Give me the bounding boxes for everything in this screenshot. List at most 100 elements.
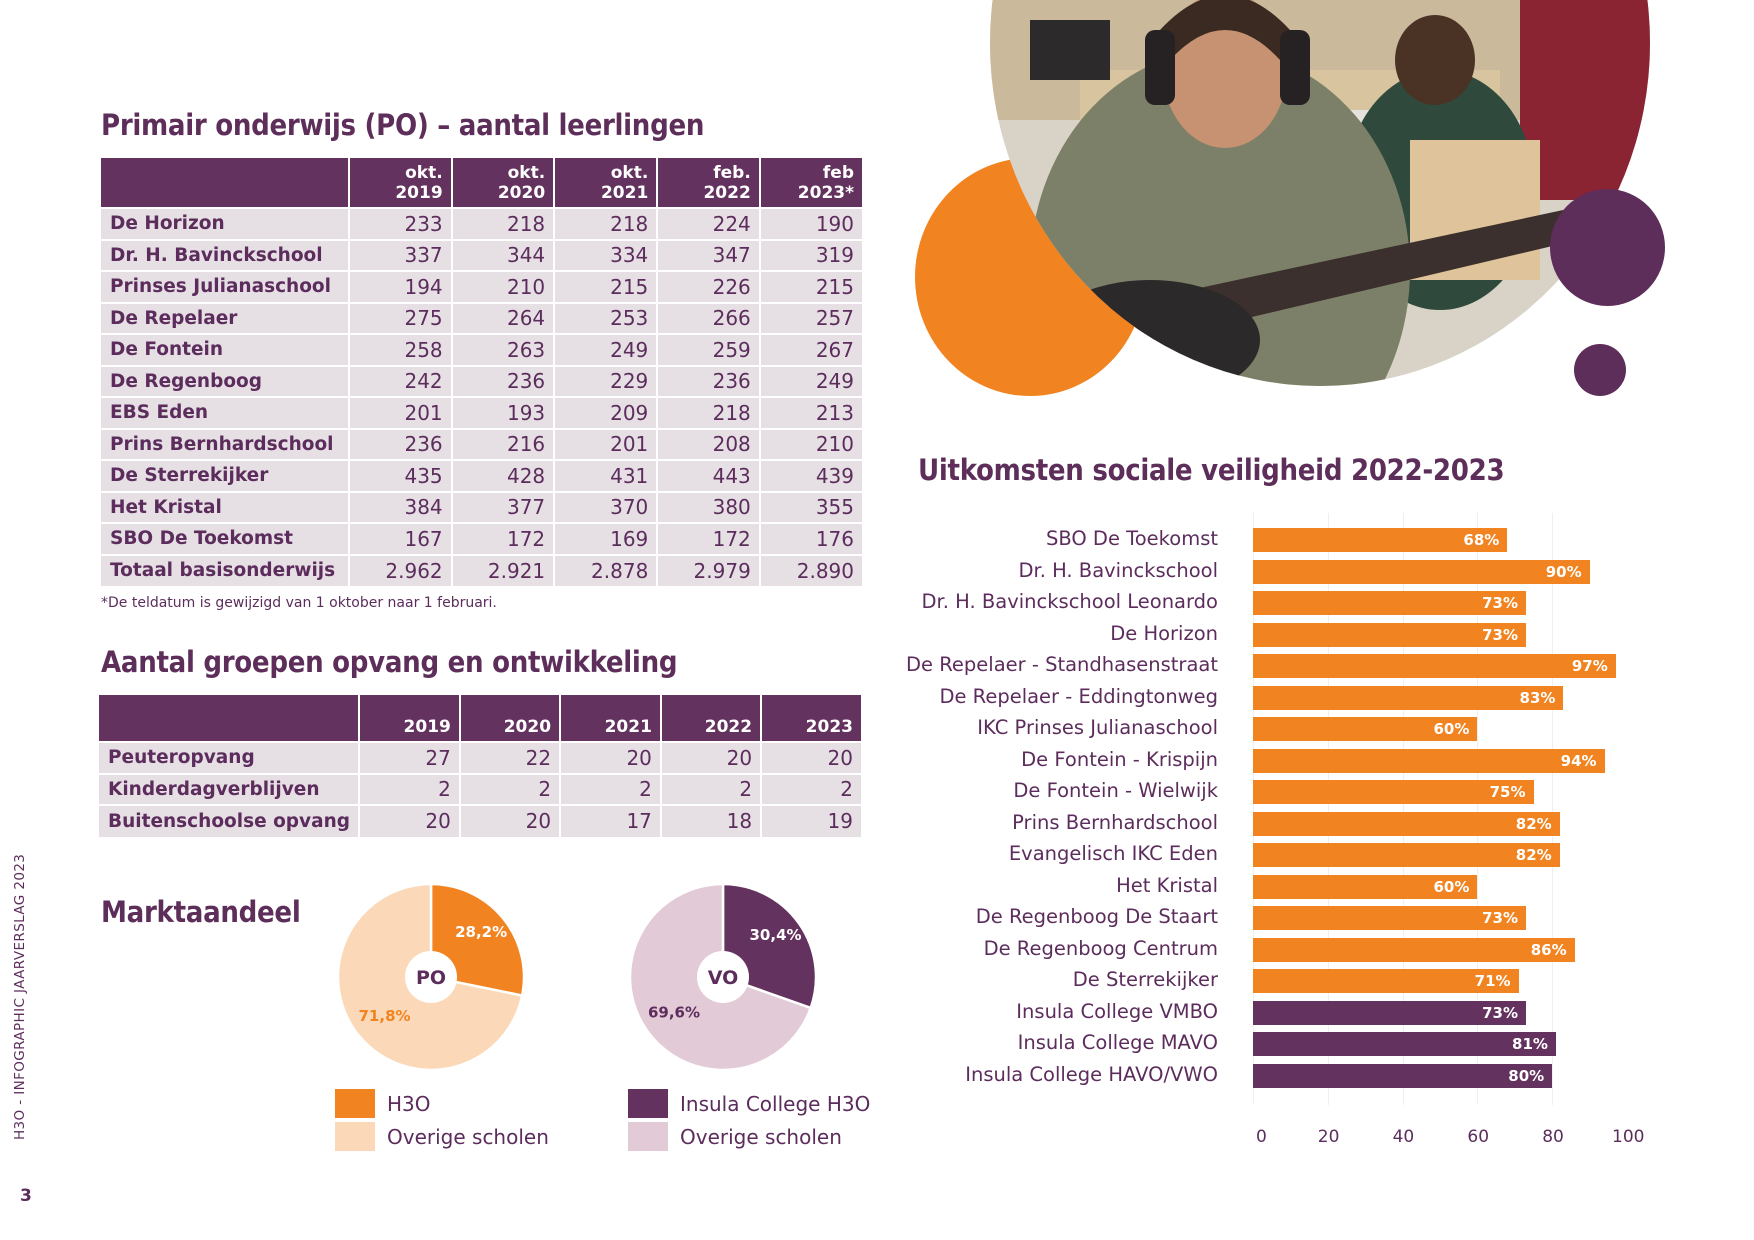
- x-tick-label: 60: [1467, 1127, 1490, 1147]
- groups-table-title: Aantal groepen opvang en ontwikkeling: [101, 645, 678, 679]
- cell-value: 226: [656, 270, 760, 303]
- bar-category-label: Dr. H. Bavinckschool Leonardo: [921, 590, 1218, 613]
- market-share-title: Marktaandeel: [101, 895, 301, 929]
- bar-category-label: Dr. H. Bavinckschool: [1018, 558, 1218, 582]
- legend-item: Insula College H3O: [628, 1088, 870, 1119]
- bar: [1253, 591, 1527, 615]
- po-table-row: Dr. H. Bavinckschool 337 344 334 347 319: [101, 238, 862, 271]
- bar: [1253, 811, 1560, 836]
- cell-value: 236: [450, 364, 555, 397]
- cell-value: 377: [450, 490, 555, 523]
- cell-value: 2.890: [758, 553, 862, 586]
- bar: [1253, 685, 1564, 710]
- cell-value: 17: [559, 804, 661, 837]
- bar-category-label: De Fontein - Krispijn: [1021, 747, 1218, 771]
- cell-value: 337: [347, 238, 452, 271]
- groups-table-row: Buitenschoolse opvang 20 20 17 18 19: [99, 804, 861, 837]
- pie-slice-label: 30,4%: [750, 926, 802, 944]
- cell-value: 20: [358, 804, 460, 837]
- groups-table-header-cell: 2022: [659, 695, 762, 742]
- bar: [1253, 1063, 1553, 1088]
- cell-value: 218: [450, 207, 555, 240]
- bar-value-label: 86%: [1530, 940, 1567, 959]
- bar: [1253, 528, 1508, 552]
- cell-value: 218: [553, 207, 658, 240]
- bar: [1253, 969, 1519, 993]
- row-label: De Sterrekijker: [101, 459, 349, 492]
- bar: [1253, 559, 1590, 584]
- gridline: [1253, 513, 1254, 1105]
- bar-category-label: De Regenboog De Staart: [975, 905, 1218, 928]
- cell-value: 218: [656, 396, 760, 429]
- cell-value: 169: [553, 522, 658, 555]
- cell-value: 2.878: [553, 553, 658, 586]
- bar-category-label: Prins Bernhardschool: [1012, 810, 1218, 834]
- po-table-header-cell: feb 2023*: [758, 158, 862, 208]
- cell-value: 439: [758, 459, 862, 492]
- cell-value: 216: [450, 427, 555, 460]
- bar-category-label: De Repelaer - Eddingtonweg: [939, 684, 1218, 708]
- gridline: [1477, 513, 1479, 1105]
- bar-category-label: IKC Prinses Julianaschool: [977, 716, 1218, 739]
- row-label: De Regenboog: [101, 364, 349, 397]
- po-table-header-cell: feb. 2022: [656, 158, 760, 208]
- bar: [1253, 843, 1560, 867]
- po-table-row: Het Kristal 384 377 370 380 355: [101, 490, 862, 523]
- bar-value-label: 71%: [1474, 972, 1511, 990]
- row-label: Totaal basisonderwijs: [101, 553, 349, 586]
- bar-value-label: 73%: [1482, 1003, 1519, 1022]
- cell-value: 208: [656, 427, 760, 460]
- cell-value: 18: [659, 804, 762, 837]
- cell-value: 257: [758, 301, 862, 334]
- cell-value: 253: [553, 301, 658, 334]
- bar-value-label: 80%: [1508, 1066, 1545, 1085]
- bar-category-label: Insula College HAVO/VWO: [965, 1062, 1218, 1086]
- cell-value: 233: [347, 207, 452, 240]
- cell-value: 27: [358, 741, 460, 774]
- cell-value: 380: [656, 490, 760, 523]
- bar: [1253, 1000, 1527, 1025]
- row-label: EBS Eden: [101, 396, 349, 429]
- po-table-row: De Regenboog 242 236 229 236 249: [101, 364, 862, 397]
- po-table-header-cell: okt. 2021: [553, 158, 658, 208]
- legend-swatch-h3o: [335, 1089, 375, 1118]
- small-purple-circle-decoration: [1574, 344, 1626, 396]
- row-label: SBO De Toekomst: [101, 522, 349, 555]
- cell-value: 249: [758, 364, 862, 397]
- cell-value: 194: [347, 270, 452, 303]
- cell-value: 209: [553, 396, 658, 429]
- x-tick-label: 0: [1256, 1127, 1267, 1147]
- bar-category-label: Insula College MAVO: [1017, 1031, 1218, 1054]
- po-table-header-cell: okt. 2019: [347, 158, 452, 208]
- cell-value: 319: [758, 238, 862, 271]
- po-table-row: Prinses Julianaschool 194 210 215 226 215: [101, 270, 862, 303]
- cell-value: 20: [659, 741, 762, 774]
- row-label: Het Kristal: [101, 490, 349, 523]
- legend-label: H3O: [387, 1091, 431, 1116]
- po-table-row: De Repelaer 275 264 253 266 257: [101, 301, 862, 334]
- cell-value: 384: [347, 490, 452, 523]
- bar-category-label: De Fontein - Wielwijk: [1013, 779, 1218, 802]
- bar-category-label: Het Kristal: [1116, 873, 1218, 897]
- po-table-row: De Horizon 233 218 218 224 190: [101, 207, 862, 240]
- cell-value: 172: [450, 522, 555, 555]
- bar-category-label: Evangelisch IKC Eden: [1008, 842, 1218, 865]
- groups-table-row: Kinderdagverblijven 2 2 2 2 2: [99, 772, 861, 805]
- pie-center-label: VO: [708, 967, 739, 989]
- bar-value-label: 73%: [1482, 909, 1519, 927]
- bar-value-label: 60%: [1433, 720, 1470, 738]
- cell-value: 193: [450, 396, 555, 429]
- pie-center-label: PO: [416, 967, 446, 989]
- groups-table-header-cell: 2019: [358, 695, 460, 742]
- cell-value: 20: [559, 741, 661, 774]
- purple-circle-decoration: [1550, 189, 1665, 306]
- groups-table-header-cell: 2023: [760, 695, 861, 742]
- po-table-row: De Fontein 258 263 249 259 267: [101, 333, 862, 366]
- legend-swatch-overige: [335, 1122, 375, 1151]
- legend-item: H3O: [335, 1088, 549, 1119]
- cell-value: 259: [656, 333, 760, 366]
- gridline: [1402, 513, 1404, 1105]
- groups-table: 2019 2020 2021 2022 2023 Peuteropvang 27 22 20 2…: [99, 695, 861, 837]
- groups-table-header-row: 2019 2020 2021 2022 2023: [99, 695, 861, 742]
- bar-value-label: 82%: [1515, 846, 1552, 864]
